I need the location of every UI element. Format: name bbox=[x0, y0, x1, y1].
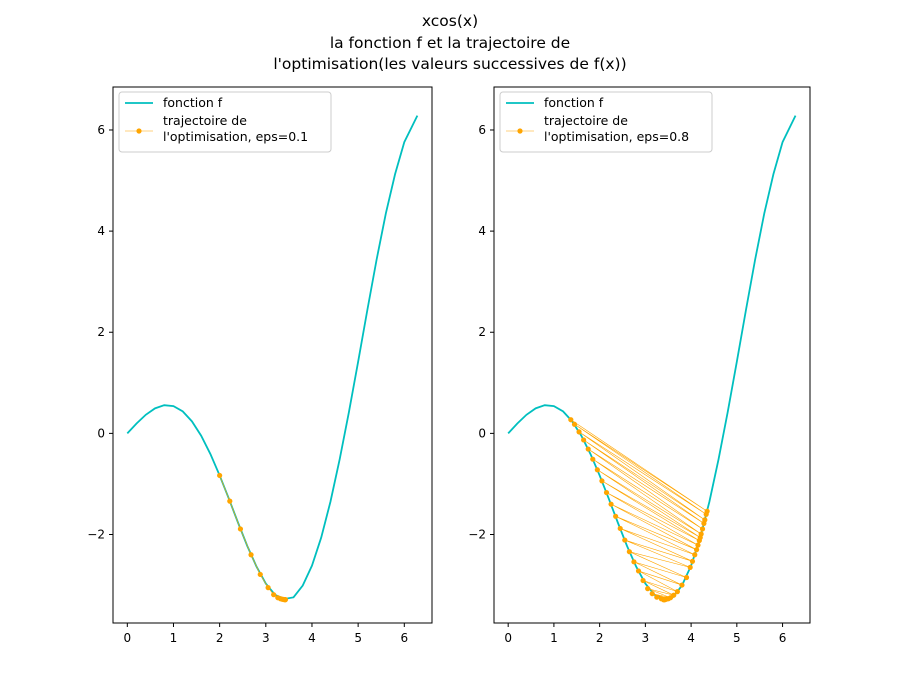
y-tick-label: −2 bbox=[468, 528, 486, 542]
y-tick-label: 6 bbox=[97, 123, 105, 137]
subplot-eps-0.8: 0 1 2 3 4 5 6 −2 0 2 4 6 fonction f trajectoire de l'o… bbox=[468, 86, 811, 645]
subplot-eps-0.1: 0 1 2 3 4 5 6 −2 0 2 4 6 fonction f trajectoire de l'o… bbox=[87, 86, 433, 645]
trajectory-point bbox=[692, 552, 698, 558]
y-tick-label: 0 bbox=[478, 426, 486, 440]
trajectory-point bbox=[581, 437, 587, 443]
axes-frame bbox=[112, 86, 433, 624]
trajectory-point bbox=[217, 472, 223, 479]
legend-swatch-marker bbox=[517, 128, 523, 134]
trajectory-point bbox=[703, 511, 709, 517]
trajectory-point bbox=[599, 478, 605, 484]
series-line-fonction-f bbox=[507, 115, 797, 600]
figure-title-line-1: xcos(x) bbox=[421, 12, 479, 30]
x-tick-label: 0 bbox=[504, 631, 512, 645]
trajectory-point bbox=[590, 456, 596, 462]
trajectory-point bbox=[645, 586, 651, 592]
trajectory-point bbox=[257, 571, 263, 578]
trajectory-point bbox=[613, 513, 619, 519]
trajectory-point bbox=[701, 520, 707, 526]
y-tick-label: 2 bbox=[478, 325, 486, 339]
x-tick-label: 3 bbox=[642, 631, 650, 645]
trajectory-point bbox=[679, 582, 685, 588]
figure-title-line-2: la fonction f et la trajectoire de bbox=[329, 34, 571, 52]
x-tick-label: 5 bbox=[733, 631, 741, 645]
y-tick-label: −2 bbox=[87, 528, 105, 542]
trajectory-point bbox=[585, 446, 591, 452]
trajectory-point bbox=[699, 526, 706, 532]
trajectory-point bbox=[576, 429, 582, 435]
legend-swatch-marker bbox=[136, 128, 142, 134]
trajectory-point bbox=[654, 594, 660, 600]
legend-label-trajectoire: trajectoire de l'optimisation, eps=0.8 bbox=[544, 113, 689, 144]
x-tick-label: 6 bbox=[779, 631, 787, 645]
y-tick-label: 6 bbox=[478, 123, 486, 137]
legend-label-trajectoire: trajectoire de l'optimisation, eps=0.1 bbox=[163, 113, 308, 144]
trajectory-point bbox=[265, 585, 271, 591]
trajectory-point bbox=[693, 547, 700, 553]
legend-label-fonction-f: fonction f bbox=[544, 95, 604, 110]
y-tick-label: 2 bbox=[97, 325, 105, 339]
axes-frame bbox=[493, 86, 811, 624]
x-tick-label: 5 bbox=[354, 631, 362, 645]
trajectory-point bbox=[608, 501, 614, 507]
x-tick-label: 2 bbox=[596, 631, 604, 645]
legend-label-fonction-f: fonction f bbox=[163, 95, 223, 110]
y-tick-label: 4 bbox=[478, 224, 486, 238]
trajectory-point bbox=[689, 558, 696, 564]
trajectory-point bbox=[683, 574, 690, 581]
y-tick-label: 0 bbox=[97, 426, 105, 440]
trajectory-point bbox=[248, 552, 254, 558]
series-line-trajectoire bbox=[219, 475, 286, 600]
x-tick-label: 3 bbox=[262, 631, 270, 645]
x-tick-label: 0 bbox=[123, 631, 131, 645]
trajectory-point bbox=[571, 421, 578, 427]
x-tick-label: 2 bbox=[216, 631, 224, 645]
trajectory-point bbox=[617, 525, 623, 532]
trajectory-point bbox=[622, 537, 628, 543]
legend-box bbox=[118, 91, 332, 153]
trajectory-point bbox=[649, 591, 655, 597]
plot-area bbox=[507, 115, 797, 603]
trajectory-point bbox=[640, 577, 646, 584]
y-tick-label: 4 bbox=[97, 224, 105, 238]
trajectory-point bbox=[282, 597, 289, 603]
figure-title-line-3: l'optimisation(les valeurs successives d… bbox=[273, 55, 627, 73]
plot-area bbox=[126, 115, 419, 603]
x-tick-label: 6 bbox=[400, 631, 408, 645]
series-line-fonction-f bbox=[126, 115, 419, 600]
x-tick-label: 4 bbox=[687, 631, 695, 645]
x-tick-label: 1 bbox=[550, 631, 558, 645]
trajectory-point bbox=[695, 542, 701, 548]
trajectory-point bbox=[696, 537, 702, 544]
x-tick-label: 4 bbox=[308, 631, 316, 645]
trajectory-point bbox=[635, 568, 642, 574]
trajectory-point bbox=[237, 526, 244, 532]
trajectory-point bbox=[227, 498, 233, 504]
trajectory-point bbox=[631, 559, 637, 565]
trajectory-point bbox=[674, 589, 680, 595]
trajectory-point bbox=[687, 564, 693, 570]
trajectory-point bbox=[603, 489, 610, 496]
trajectory-point bbox=[626, 549, 632, 555]
trajectory-point bbox=[661, 597, 667, 603]
x-tick-label: 1 bbox=[170, 631, 178, 645]
trajectory-point bbox=[271, 592, 277, 598]
trajectory-point bbox=[594, 467, 600, 473]
legend-box bbox=[499, 91, 713, 153]
trajectory-point bbox=[568, 417, 574, 423]
